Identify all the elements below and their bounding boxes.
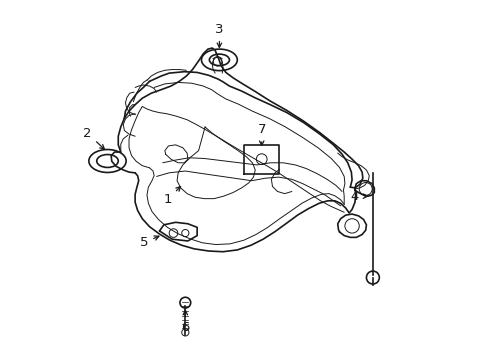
Text: 7: 7 [257,123,265,145]
Text: 5: 5 [140,236,159,249]
Text: 6: 6 [181,310,189,334]
Text: 4: 4 [350,190,367,203]
Text: 3: 3 [215,23,223,48]
Text: 1: 1 [163,186,180,206]
Text: 2: 2 [83,127,104,149]
